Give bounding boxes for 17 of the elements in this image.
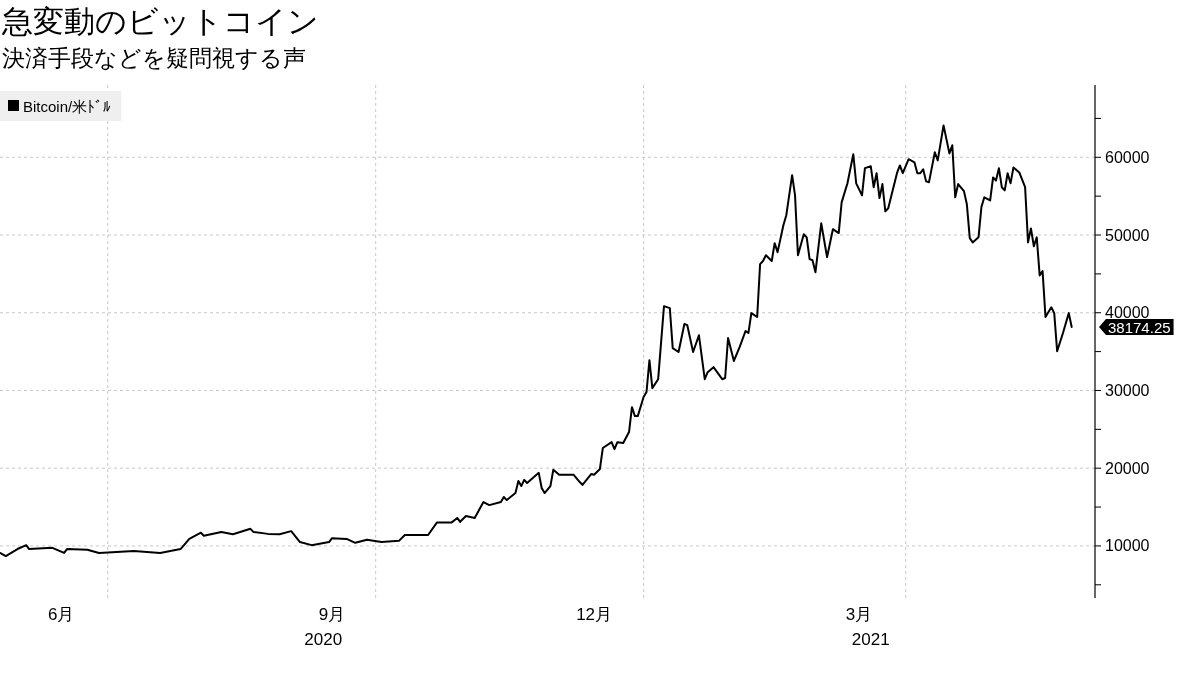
y-tick-label: 50000	[1105, 226, 1150, 244]
x2-tick-label: 2020	[304, 630, 343, 649]
chart-title: 急変動のビットコイン	[1, 4, 319, 39]
annotation: 38174.25	[1108, 319, 1171, 337]
y-tick-label: 30000	[1105, 381, 1150, 399]
x-tick-label: 9月	[318, 605, 346, 624]
chart-subtitle: 決済手段などを疑問視する声	[2, 45, 306, 71]
x-tick-label: 3月	[845, 605, 873, 624]
y-tick-label: 10000	[1105, 537, 1150, 555]
legend-label: Bitcoin/米ﾄﾞﾙ	[23, 97, 112, 115]
x-tick-label: 12月	[576, 605, 613, 624]
line-series	[0, 124, 1073, 558]
x2-tick-label: 2021	[851, 630, 890, 649]
y-tick-label: 20000	[1105, 459, 1150, 477]
y-tick-label: 40000	[1105, 304, 1150, 322]
x-tick-label: 6月	[47, 605, 75, 624]
y-tick-label: 60000	[1105, 148, 1150, 166]
